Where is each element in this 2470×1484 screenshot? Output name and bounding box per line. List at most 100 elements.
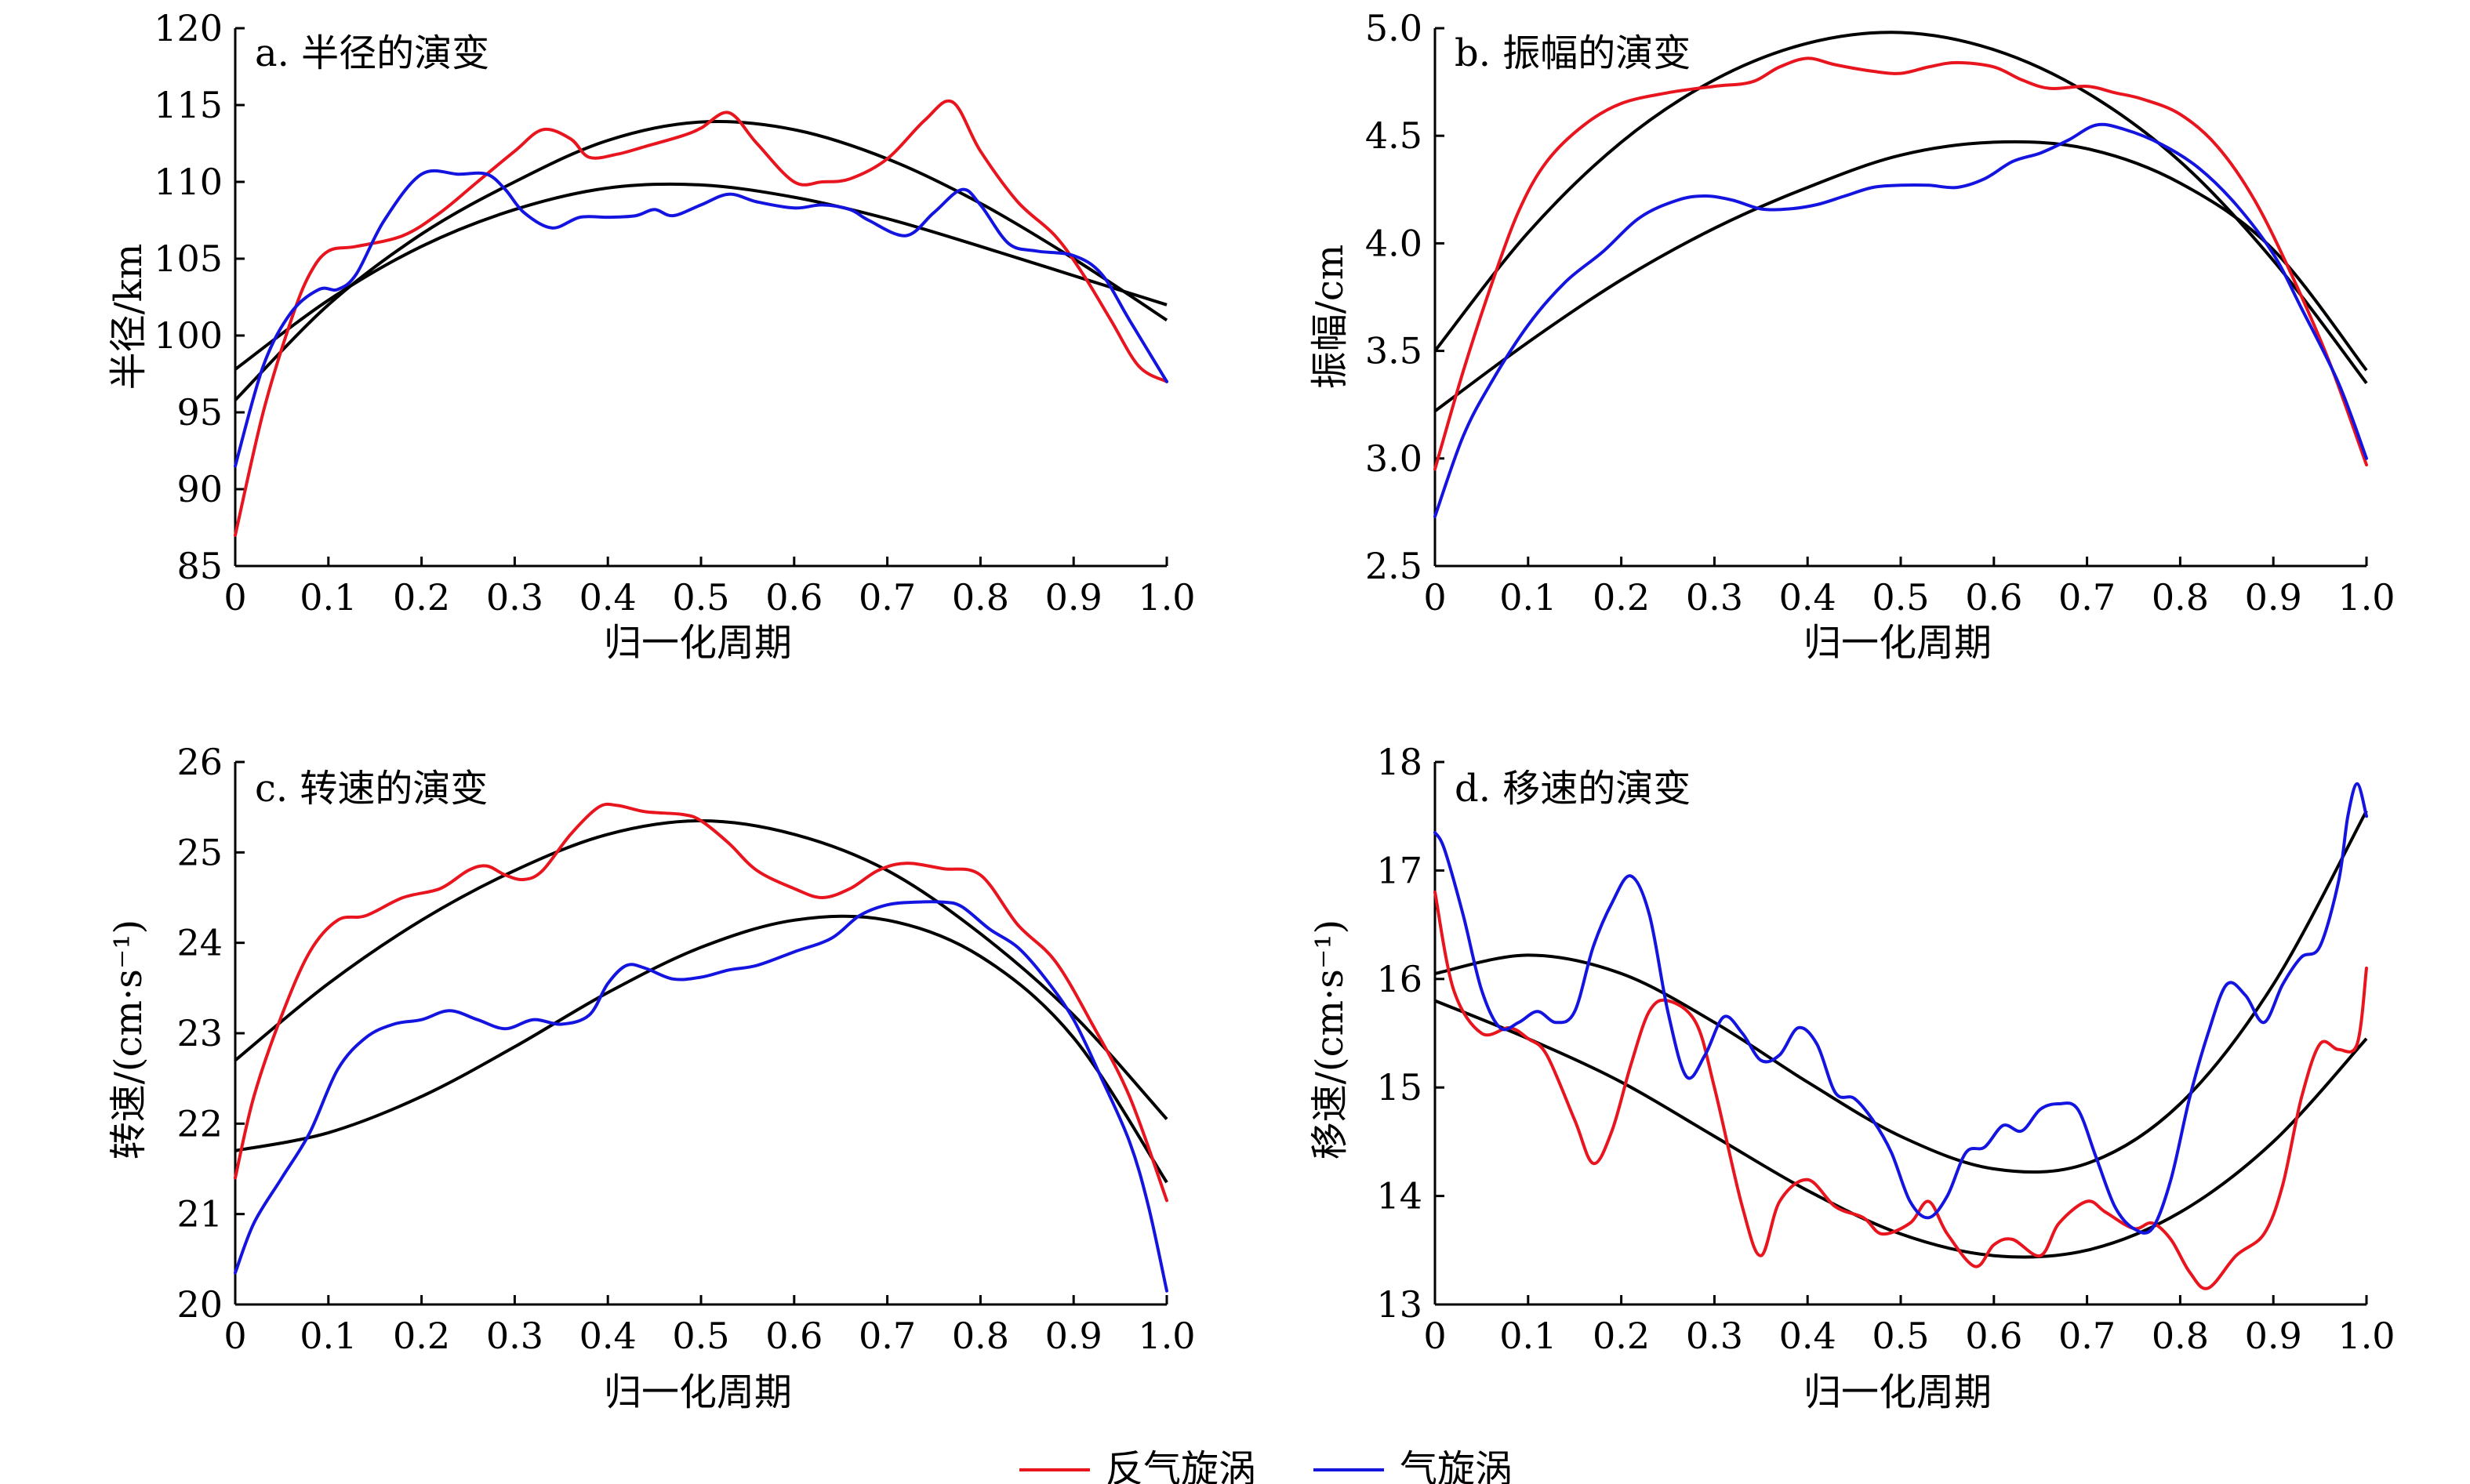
panel-a-x-tick-label: 0.9 <box>1045 576 1102 619</box>
panel-d-x-tick-label: 0.9 <box>2245 1315 2302 1357</box>
panel-b-x-tick-label: 0.9 <box>2245 576 2302 619</box>
legend-label-anticyclone: 反气旋涡 <box>1106 1447 1256 1484</box>
panel-a-series-cyclone <box>234 169 1168 468</box>
panel-d-x-tick-label: 0.3 <box>1686 1315 1743 1357</box>
panel-d-y-tick-label: 17 <box>1376 849 1422 891</box>
panel-d-x-tick-label: 0.4 <box>1779 1315 1836 1357</box>
panel-a-series-anticyclone <box>234 99 1168 537</box>
panel-c-x-tick-label: 0.4 <box>579 1315 637 1357</box>
panel-a-title: a. 半径的演变 <box>255 31 489 75</box>
panel-c-x-tick-label: 0.9 <box>1045 1315 1102 1357</box>
panel-d-x-tick-label: 0 <box>1423 1315 1446 1357</box>
panel-a-x-tick-label: 0.4 <box>579 576 637 619</box>
panel-d-x-tick-label: 0.6 <box>1965 1315 2022 1357</box>
panel-d-series-anticyclone <box>1433 891 2368 1290</box>
panel-c-x-tick-label: 0.2 <box>393 1315 450 1357</box>
panel-c-y-tick-label: 23 <box>176 1012 223 1054</box>
panel-a-y-tick-label: 110 <box>154 161 223 203</box>
panel-b-y-tick-label: 5.0 <box>1365 7 1422 49</box>
panel-b-x-tick-label: 0.5 <box>1872 576 1929 619</box>
panel-a-y-tick-label: 105 <box>154 238 223 280</box>
legend: 反气旋涡 气旋涡 <box>1019 1447 1513 1484</box>
panel-b: b. 振幅的演变 振幅/cm 归一化周期 0 0.1 0.2 0.3 0.4 0.5 0.6… <box>1308 7 2396 665</box>
panel-b-title: b. 振幅的演变 <box>1455 31 1691 75</box>
panel-a-y-tick-label: 115 <box>154 84 223 126</box>
panel-c-x-tick-label: 0.1 <box>300 1315 357 1357</box>
panel-c-series-cyclone <box>234 900 1168 1293</box>
panel-c-series-anticyclone <box>234 802 1168 1203</box>
panel-b-y-tick-label: 4.0 <box>1365 222 1422 264</box>
panel-d-ylabel: 移速/(cm·s⁻¹) <box>1308 920 1352 1160</box>
panel-d-y-tick-label: 13 <box>1376 1283 1422 1326</box>
panel-c-x-tick-label: 0.3 <box>486 1315 543 1357</box>
panel-a-x-tick-label: 0 <box>223 576 246 619</box>
panel-d-title: d. 移速的演变 <box>1455 767 1691 811</box>
panel-a-fit-curve-2 <box>234 182 1168 371</box>
panel-a-y-tick-label: 100 <box>154 314 223 357</box>
panel-d-y-tick-label: 15 <box>1376 1066 1422 1108</box>
panel-a-ylabel: 半径/km <box>107 244 151 390</box>
panel-b-x-tick-label: 0.7 <box>2058 576 2116 619</box>
panel-a-x-tick-label: 1.0 <box>1138 576 1195 619</box>
panel-b-x-tick-label: 0.8 <box>2152 576 2209 619</box>
panel-c-y-tick-label: 20 <box>176 1283 223 1326</box>
panel-c-fit-curve-2 <box>234 914 1168 1184</box>
panel-d-y-tick-label: 18 <box>1376 741 1422 783</box>
panel-a-x-tick-label: 0.2 <box>393 576 450 619</box>
panel-a-fit-curve-1 <box>234 119 1168 401</box>
panel-d: d. 移速的演变 移速/(cm·s⁻¹) 归一化周期 0 0.1 0.2 0.3 0.4… <box>1308 741 2396 1414</box>
panel-c-x-tick-label: 0 <box>223 1315 246 1357</box>
panel-c-title: c. 转速的演变 <box>255 767 488 811</box>
panel-a-y-tick-label: 95 <box>176 391 223 434</box>
panel-b-series-anticyclone <box>1433 56 2368 471</box>
panel-d-x-tick-label: 0.1 <box>1499 1315 1556 1357</box>
panel-b-series-cyclone <box>1433 122 2368 518</box>
panel-d-y-tick-label: 16 <box>1376 958 1422 1000</box>
panel-c-ylabel: 转速/(cm·s⁻¹) <box>107 920 151 1160</box>
panel-c-xlabel: 归一化周期 <box>604 1370 792 1414</box>
panel-c-x-tick-label: 1.0 <box>1138 1315 1195 1357</box>
panel-b-x-tick-label: 1.0 <box>2337 576 2395 619</box>
panel-d-y-tick-label: 14 <box>1376 1175 1422 1217</box>
panel-c-x-tick-label: 0.5 <box>672 1315 729 1357</box>
panel-b-x-tick-label: 0 <box>1423 576 1446 619</box>
panel-a-x-tick-label: 0.3 <box>486 576 543 619</box>
panel-c-x-tick-label: 0.8 <box>952 1315 1009 1357</box>
panel-d-series-cyclone <box>1433 782 2368 1235</box>
panel-b-y-tick-label: 2.5 <box>1365 545 1422 587</box>
panel-d-x-tick-label: 0.5 <box>1872 1315 1929 1357</box>
panel-d-xlabel: 归一化周期 <box>1803 1370 1992 1414</box>
panel-a-x-tick-label: 0.6 <box>765 576 823 619</box>
panel-d-fit-curve-1 <box>1434 810 2368 1174</box>
panel-b-x-tick-label: 0.6 <box>1965 576 2022 619</box>
panel-d-x-tick-label: 0.2 <box>1593 1315 1650 1357</box>
panel-a-x-tick-label: 0.1 <box>300 576 357 619</box>
panel-b-x-tick-label: 0.4 <box>1779 576 1836 619</box>
panel-c-x-tick-label: 0.6 <box>765 1315 823 1357</box>
panel-a: a. 半径的演变 半径/km 归一化周期 0 0.1 0.2 0.3 0.4 0.5 0.6… <box>107 7 1196 665</box>
legend-label-cyclone: 气旋涡 <box>1400 1447 1513 1484</box>
panel-c-fit-curve-1 <box>234 818 1168 1120</box>
panel-b-y-tick-label: 4.5 <box>1365 114 1422 157</box>
panel-a-x-tick-label: 0.8 <box>952 576 1009 619</box>
panel-c-y-tick-label: 21 <box>176 1193 223 1235</box>
panel-d-fit-curve-2 <box>1434 999 2368 1259</box>
panel-a-y-tick-label: 120 <box>154 7 223 49</box>
panel-a-x-tick-label: 0.7 <box>859 576 916 619</box>
panel-c: c. 转速的演变 转速/(cm·s⁻¹) 归一化周期 0 0.1 0.2 0.3 0.4… <box>107 741 1196 1414</box>
panel-c-x-tick-label: 0.7 <box>859 1315 916 1357</box>
panel-b-x-tick-label: 0.2 <box>1593 576 1650 619</box>
panel-b-x-tick-label: 0.1 <box>1499 576 1556 619</box>
panel-d-x-tick-label: 0.8 <box>2152 1315 2209 1357</box>
panel-a-y-tick-label: 85 <box>176 545 223 587</box>
panel-a-xlabel: 归一化周期 <box>604 621 792 665</box>
panel-c-y-tick-label: 26 <box>176 741 223 783</box>
panel-b-ylabel: 振幅/cm <box>1308 245 1352 390</box>
panel-b-x-tick-label: 0.3 <box>1686 576 1743 619</box>
panel-b-fit-curve-2 <box>1433 140 2368 413</box>
panel-a-y-tick-label: 90 <box>176 468 223 510</box>
panel-a-x-tick-label: 0.5 <box>672 576 729 619</box>
panel-b-y-tick-label: 3.0 <box>1365 437 1422 480</box>
panel-d-x-tick-label: 1.0 <box>2337 1315 2395 1357</box>
